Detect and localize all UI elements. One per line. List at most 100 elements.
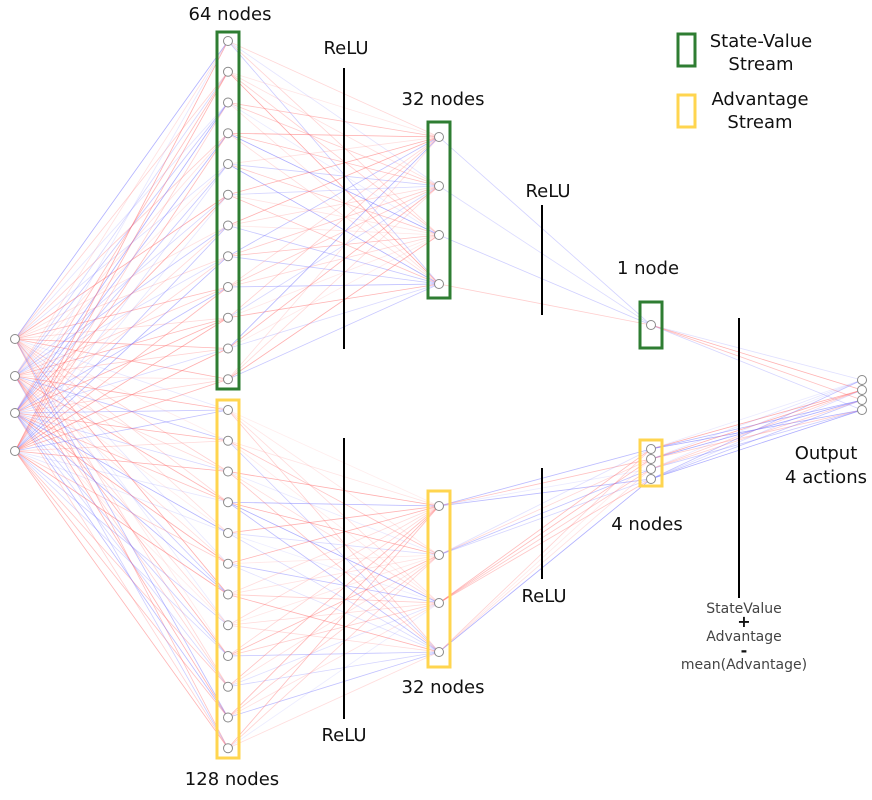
state-value-hidden1-node (223, 36, 233, 46)
edge-input-to-advantage (14, 375, 229, 687)
state-value-output-node (646, 320, 656, 330)
edge-state-value-to-q (650, 324, 863, 401)
edge-advantage-hidden (227, 501, 440, 653)
edge-state-value-hidden (227, 163, 440, 285)
state-value-hidden1-node (223, 128, 233, 139)
edge-input-to-advantage (14, 412, 229, 657)
edge-input-to-advantage (14, 338, 229, 503)
state-value-hidden2-node (434, 181, 444, 191)
edge-input-to-advantage (14, 412, 229, 626)
edge-advantage-hidden (227, 501, 440, 556)
formula-plus: + (737, 612, 750, 631)
advantage-hidden2-node (434, 647, 444, 657)
edge-advantage-hidden (227, 602, 440, 749)
edge-input-to-state-value (14, 286, 229, 340)
edge-state-value-hidden (227, 234, 440, 349)
q-output-node (857, 375, 867, 385)
q-output-node (857, 385, 867, 395)
edge-input-to-state-value (14, 163, 229, 452)
edge-advantage-output (438, 448, 652, 507)
edge-advantage-output (438, 458, 652, 556)
edge-advantage-hidden (227, 532, 440, 556)
edge-advantage-hidden (227, 554, 440, 565)
advantage-hidden2-node (434, 550, 444, 560)
state-value-layer1-box (215, 30, 241, 391)
input-node (10, 446, 20, 456)
edge-input-to-advantage (14, 375, 229, 534)
edge-advantage-hidden (227, 651, 440, 718)
edge-input-to-state-value (14, 102, 229, 414)
edge-input-to-state-value (14, 286, 229, 414)
edge-advantage-hidden (227, 501, 440, 507)
edge-input-to-state-value (14, 378, 229, 414)
edge-input-to-advantage (14, 450, 229, 688)
edge-advantage-hidden (227, 409, 440, 507)
state-value-hidden1-node (223, 159, 233, 169)
edge-state-value-hidden (227, 185, 440, 380)
edge-input-to-state-value (14, 40, 229, 452)
edge-input-to-advantage (14, 338, 229, 534)
edge-input-to-state-value (14, 102, 229, 340)
edge-input-to-advantage (14, 338, 229, 626)
edge-advantage-output (438, 458, 652, 604)
edge-input-to-state-value (14, 225, 229, 340)
edge-advantage-hidden (227, 554, 440, 749)
label-relu-4: ReLU (521, 586, 566, 607)
edge-state-value-hidden (227, 71, 440, 236)
edge-advantage-hidden (227, 471, 440, 507)
input-node (10, 334, 20, 344)
label-output-actions: 4 actions (785, 467, 867, 488)
edge-advantage-to-q (650, 389, 863, 480)
edge-input-to-state-value (14, 317, 229, 452)
edge-state-value-hidden (227, 163, 440, 187)
edge-state-value-hidden (227, 234, 440, 380)
edge-state-value-to-q (650, 324, 863, 391)
edge-input-to-advantage (14, 409, 229, 414)
edge-advantage-to-q (650, 399, 863, 480)
edge-state-value-hidden (227, 194, 440, 236)
edge-state-value-hidden (227, 40, 440, 285)
formula-advantage: Advantage (706, 629, 782, 645)
edge-input-to-state-value (14, 132, 229, 340)
legend-advantage-stream: Stream (727, 112, 792, 133)
edge-input-to-state-value (14, 163, 229, 414)
edge-advantage-hidden (227, 624, 440, 653)
edge-input-to-advantage (14, 412, 229, 565)
advantage-hidden1-node (223, 651, 233, 661)
edge-advantage-output (438, 448, 652, 556)
edge-advantage-hidden (227, 505, 440, 718)
edge-state-value-to-q (650, 324, 863, 411)
label-relu-3: ReLU (525, 181, 570, 202)
edge-state-value-hidden (227, 136, 440, 380)
edge-input-to-state-value (14, 338, 229, 380)
edge-advantage-to-q (650, 409, 863, 460)
neuron-nodes (10, 36, 867, 754)
edge-input-to-advantage (14, 450, 229, 718)
edge-advantage-hidden (227, 505, 440, 565)
edge-advantage-to-q (650, 379, 863, 450)
edge-advantage-output (438, 478, 652, 604)
edge-advantage-hidden (227, 554, 440, 718)
edge-advantage-hidden (227, 532, 440, 604)
edge-state-value-hidden (227, 71, 440, 285)
edge-input-to-advantage (14, 450, 229, 534)
edge-state-value-hidden (227, 225, 440, 285)
edge-input-to-advantage (14, 412, 229, 472)
edge-state-value-hidden (227, 40, 440, 138)
edge-input-to-state-value (14, 338, 229, 349)
q-output-node (857, 405, 867, 415)
edge-advantage-output (438, 458, 652, 507)
edge-state-value-hidden (227, 234, 440, 319)
edge-input-to-advantage (14, 375, 229, 472)
edge-state-value-output (438, 234, 652, 326)
edge-state-value-hidden (227, 185, 440, 257)
edge-input-to-state-value (14, 133, 229, 414)
edge-state-value-hidden (227, 255, 440, 285)
edge-advantage-output (438, 448, 652, 653)
edge-input-to-state-value (14, 317, 229, 340)
edge-input-to-advantage (14, 375, 229, 626)
edge-input-to-advantage (14, 338, 229, 565)
advantage-hidden1-node (223, 497, 233, 508)
edge-advantage-hidden (227, 409, 440, 604)
edge-advantage-output (438, 458, 652, 653)
